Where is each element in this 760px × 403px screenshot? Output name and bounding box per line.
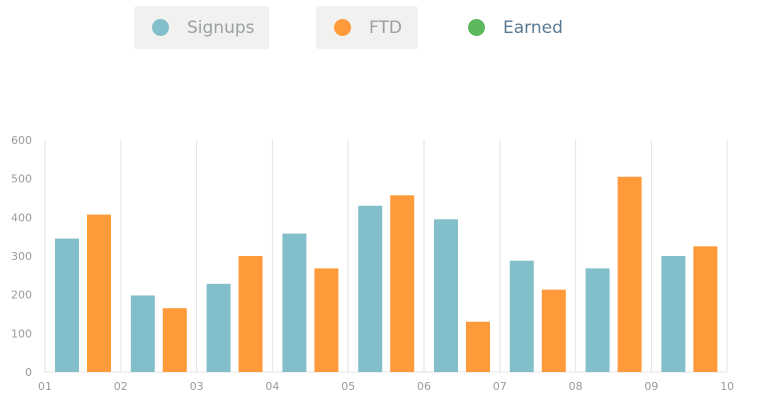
x-tick-label: 09 [644, 380, 658, 393]
chart-legend: Signups FTD Earned [0, 0, 760, 60]
bar-signups-04 [282, 233, 307, 372]
bar-signups-03 [206, 283, 231, 372]
legend-label-earned: Earned [503, 17, 563, 38]
x-tick-label: 06 [417, 380, 431, 393]
legend-toggle-earned[interactable]: Earned [450, 6, 570, 49]
bar-ftd-06 [466, 321, 490, 372]
x-axis-ticks: 01 02 03 04 05 06 07 08 09 10 [38, 380, 734, 393]
bar-ftd-08 [617, 176, 642, 372]
bar-signups-09 [661, 256, 686, 372]
bar-signups-05 [358, 205, 383, 372]
x-tick-label: 08 [569, 380, 583, 393]
legend-label-ftd: FTD [369, 17, 402, 38]
bar-signups-01 [55, 238, 79, 372]
x-tick-label: 02 [114, 380, 128, 393]
bar-ftd-03 [238, 256, 263, 372]
legend-toggle-ftd[interactable]: FTD [316, 6, 418, 49]
chart-bars [55, 176, 718, 372]
bar-signups-07 [509, 260, 534, 372]
bar-signups-08 [585, 268, 610, 372]
chart-grid [44, 140, 728, 373]
bar-signups-06 [434, 219, 458, 372]
signups-dot-icon [152, 19, 169, 36]
x-tick-label: 04 [265, 380, 279, 393]
bar-ftd-04 [314, 268, 339, 372]
legend-toggle-signups[interactable]: Signups [134, 6, 269, 49]
y-tick-label: 0 [25, 366, 32, 379]
x-tick-label: 03 [190, 380, 204, 393]
y-tick-label: 600 [11, 134, 32, 147]
legend-label-signups: Signups [187, 17, 255, 38]
y-tick-label: 200 [11, 289, 32, 302]
y-tick-label: 100 [11, 327, 32, 340]
earned-dot-icon [468, 19, 485, 36]
bar-ftd-01 [87, 214, 111, 372]
x-tick-label: 10 [720, 380, 734, 393]
bar-ftd-07 [541, 289, 566, 372]
bar-signups-02 [130, 295, 155, 372]
y-axis-ticks: 0 100 200 300 400 500 600 [11, 134, 32, 379]
x-tick-label: 01 [38, 380, 52, 393]
y-tick-label: 400 [11, 211, 32, 224]
bar-ftd-02 [162, 308, 187, 372]
y-tick-label: 300 [11, 250, 32, 263]
bar-ftd-09 [693, 246, 718, 372]
y-tick-label: 500 [11, 173, 32, 186]
x-tick-label: 05 [341, 380, 355, 393]
ftd-dot-icon [334, 19, 351, 36]
x-tick-label: 07 [493, 380, 507, 393]
bar-ftd-05 [390, 195, 415, 372]
